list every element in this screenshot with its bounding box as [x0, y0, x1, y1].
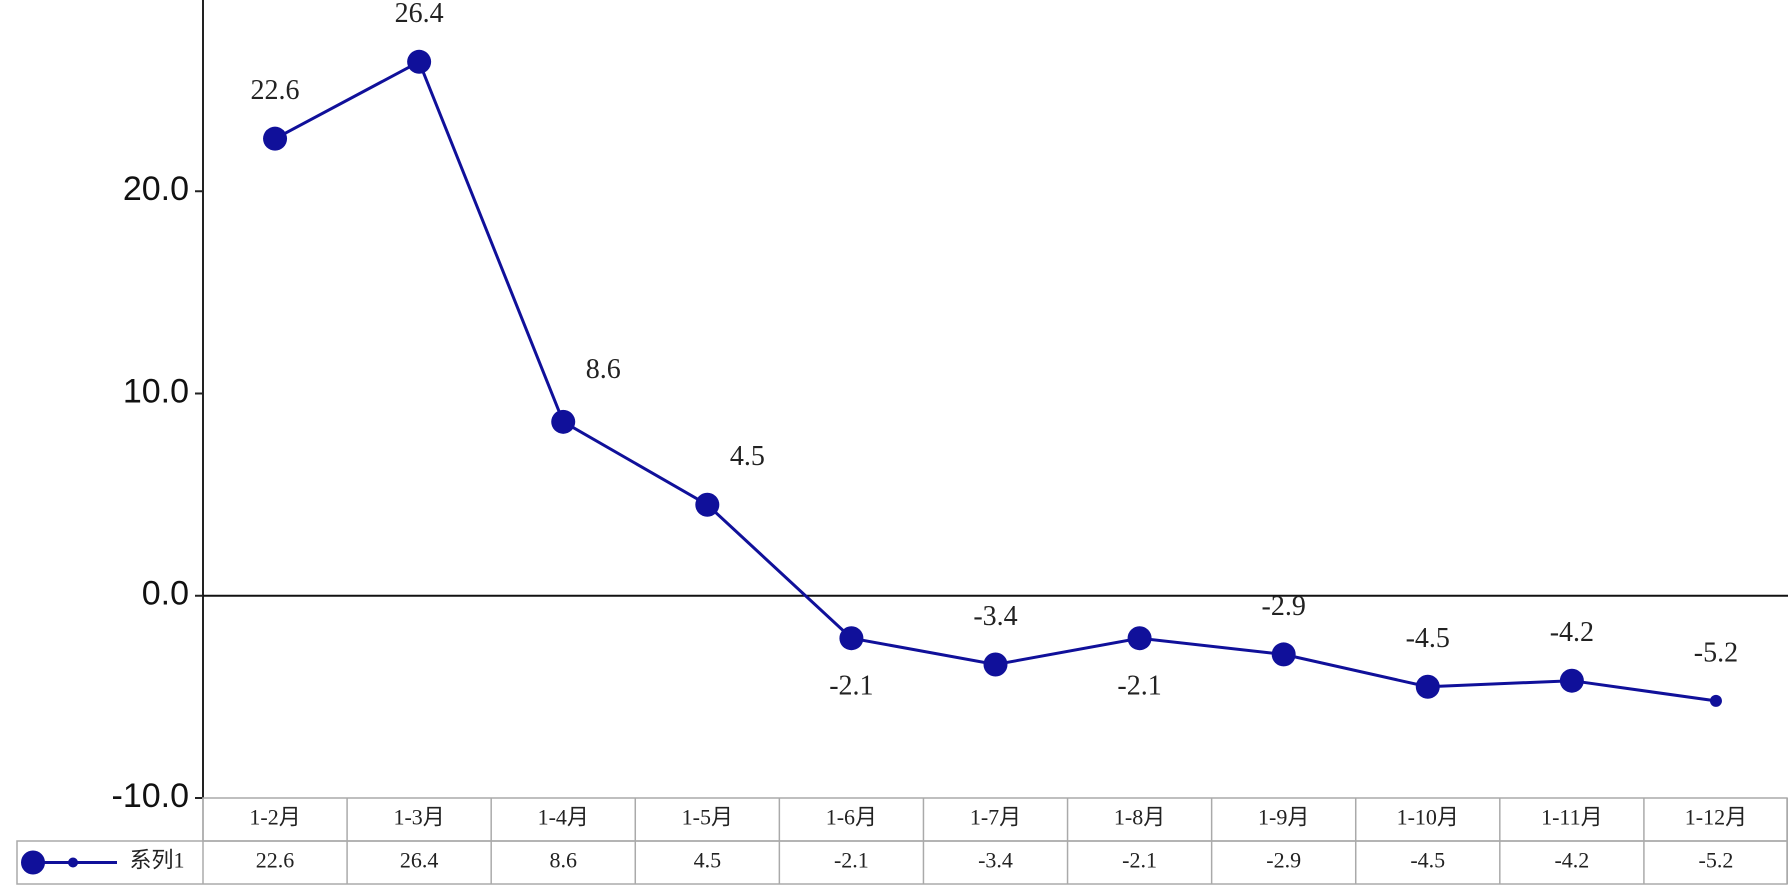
data-label: 8.6 [586, 354, 621, 385]
x-tick-label: 1-8月 [1114, 805, 1165, 830]
point [407, 49, 432, 74]
x-tick-label: 1-5月 [682, 805, 733, 830]
y-tick-label: -10.0 [112, 777, 190, 815]
data-label: 26.4 [395, 0, 444, 29]
point [983, 652, 1008, 677]
legend-marker [68, 857, 78, 868]
table-value: 22.6 [256, 848, 295, 873]
legend-label: 系列1 [129, 848, 184, 873]
table-value: -2.1 [834, 848, 869, 873]
x-tick-label: 1-3月 [393, 805, 444, 830]
data-label: 22.6 [251, 75, 300, 106]
x-tick-label: 1-4月 [538, 805, 589, 830]
table-value: -2.1 [1122, 848, 1157, 873]
table-value: 4.5 [694, 848, 722, 873]
table-value: -4.5 [1410, 848, 1445, 873]
x-tick-label: 1-11月 [1541, 805, 1603, 830]
x-tick-label: 1-7月 [970, 805, 1021, 830]
data-label: -3.4 [973, 601, 1017, 632]
point [1127, 626, 1152, 651]
data-label: -2.1 [829, 671, 873, 702]
data-label: -4.5 [1406, 623, 1450, 654]
y-tick-label: 30.0 [123, 0, 189, 6]
x-tick-label: 1-6月 [826, 805, 877, 830]
x-tick-label: 1-2月 [249, 805, 300, 830]
data-label: -2.1 [1117, 671, 1161, 702]
point [551, 409, 576, 434]
data-label: 4.5 [730, 441, 765, 472]
table-value: -5.2 [1699, 848, 1734, 873]
data-label: -2.9 [1262, 591, 1306, 622]
x-tick-label: 1-9月 [1258, 805, 1309, 830]
table-frame [16, 840, 1788, 885]
point [695, 492, 720, 517]
x-tick-label: 1-12月 [1685, 805, 1747, 830]
y-tick-label: 0.0 [142, 575, 189, 613]
point [1559, 668, 1584, 693]
x-tick-label: 1-10月 [1397, 805, 1459, 830]
legend-marker [21, 850, 45, 875]
point [1415, 674, 1440, 699]
y-tick-label: 20.0 [123, 170, 189, 208]
point [839, 626, 864, 651]
point [263, 126, 288, 151]
table-value: -3.4 [978, 848, 1013, 873]
y-tick-label: 10.0 [123, 372, 189, 410]
table-value: 26.4 [400, 848, 439, 873]
table-value: -4.2 [1554, 848, 1589, 873]
table-value: 8.6 [549, 848, 577, 873]
point [1271, 642, 1296, 667]
data-label: -5.2 [1694, 637, 1738, 668]
data-label: -4.2 [1550, 617, 1594, 648]
table-value: -2.9 [1266, 848, 1301, 873]
point [1709, 694, 1722, 707]
